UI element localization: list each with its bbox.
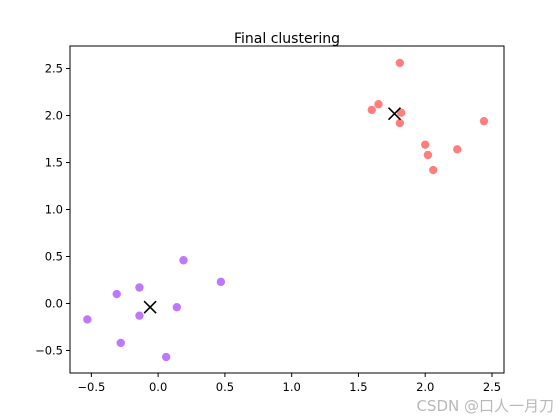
cluster-2-point [421, 140, 430, 149]
y-tick-label: 0.5 [45, 249, 63, 263]
axis-ticks: −0.5 0.0 0.5 1.0 1.5 2.0 2.5 −0.5 0.0 0.5 1.0 1.5 2.… [35, 62, 501, 394]
cluster-1-point [216, 277, 226, 287]
centroid-markers [143, 107, 402, 314]
cluster-2-point [374, 100, 383, 109]
cluster-2-point [429, 165, 438, 175]
x-tick-label: 2.0 [416, 380, 434, 394]
cluster-1-point [172, 303, 182, 312]
y-tick-label: 0.0 [45, 296, 63, 310]
x-tick-label: −0.5 [77, 380, 105, 394]
cluster-2-point [395, 118, 405, 128]
cluster-1-point [179, 256, 188, 265]
plot-frame [69, 45, 505, 374]
x-tick-label: 1.5 [349, 380, 367, 394]
y-tick-label: 2.0 [45, 109, 63, 123]
cluster-2-point [453, 145, 462, 154]
cluster-2-point [367, 105, 376, 115]
cluster-1-point [83, 315, 92, 324]
cluster-1-point [135, 283, 144, 292]
data-points [83, 58, 489, 362]
cluster-1-point [161, 352, 171, 362]
cluster-1-point [112, 289, 121, 299]
y-tick-label: 2.5 [45, 62, 63, 76]
y-tick-label: 1.0 [45, 203, 63, 217]
cluster-1-point [116, 338, 125, 348]
centroid-marker [387, 107, 402, 121]
x-tick-label: 0.5 [216, 380, 234, 394]
x-tick-label: 1.0 [283, 380, 301, 394]
cluster-2-point [395, 58, 405, 68]
y-tick-label: 1.5 [45, 156, 63, 170]
cluster-2-point [479, 116, 489, 126]
y-tick-label: −0.5 [35, 343, 63, 357]
cluster-2-point [423, 150, 433, 160]
cluster-2-point [396, 108, 406, 117]
centroid-marker [143, 300, 157, 314]
x-tick-label: 0.0 [149, 380, 167, 394]
chart-title: Final clustering [234, 31, 340, 47]
x-tick-label: 2.5 [483, 380, 501, 394]
watermark-text: CSDN @口人一月刀 [416, 397, 554, 415]
cluster-1-point [135, 311, 144, 320]
